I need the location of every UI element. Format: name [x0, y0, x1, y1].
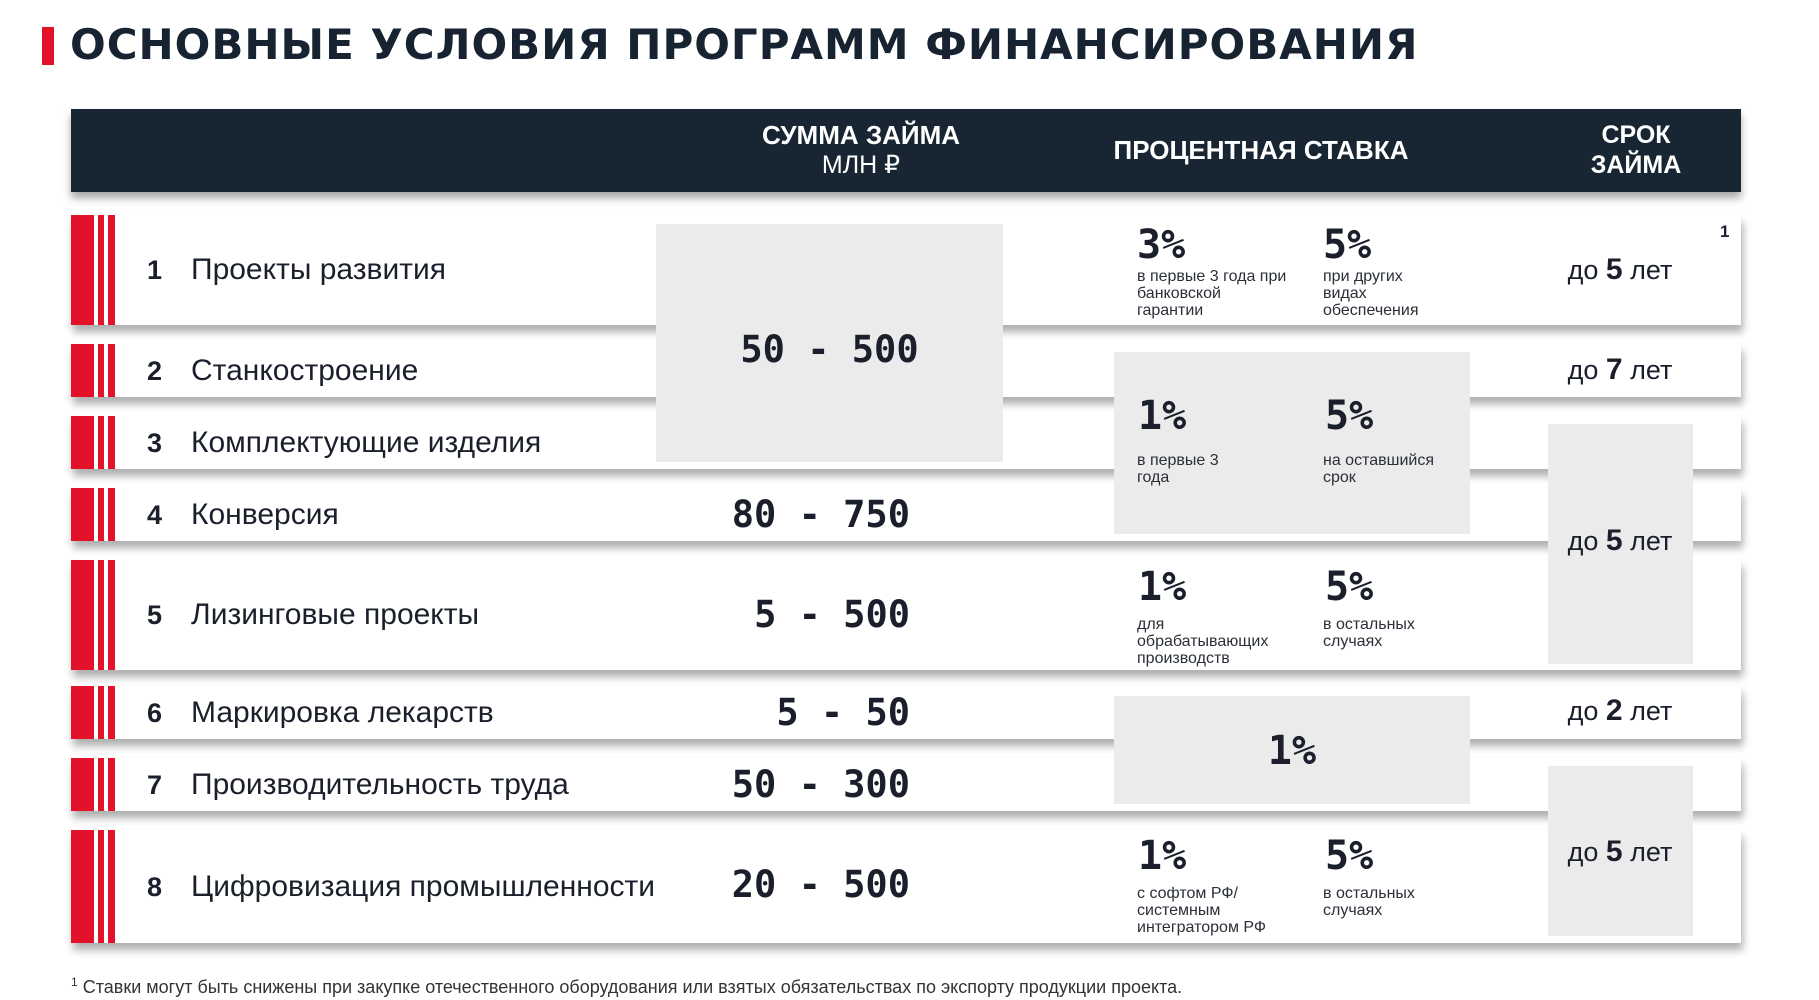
rate-caption: в первые 3 года [1137, 452, 1219, 486]
rate-caption: в первые 3 года при банковской гарантии [1137, 268, 1287, 319]
footnote: 1 Ставки могут быть снижены при закупке … [71, 975, 1182, 998]
rate-caption: на оставшийся срок [1323, 452, 1434, 486]
rate-caption: при других видах обеспечения [1323, 268, 1419, 319]
rate-value: 5% [1323, 222, 1372, 268]
row-stripes [71, 344, 115, 397]
row-stripes [71, 215, 115, 325]
rate-merged-box [1114, 696, 1470, 804]
table-row: 5 Лизинговые проекты [71, 560, 1741, 670]
rate-value: 1% [1138, 833, 1187, 879]
row-number: 4 [147, 500, 163, 530]
row-number: 7 [147, 770, 163, 800]
rate-value: 5% [1325, 393, 1374, 439]
amount-value: 20 - 500 [731, 863, 910, 906]
program-name: Конверсия [191, 498, 339, 531]
table-row: 8 Цифровизация промышленности [71, 830, 1741, 943]
row-stripes [71, 488, 115, 541]
row-number: 6 [147, 698, 163, 728]
header-term: СРОК ЗАЙМА [1551, 120, 1721, 180]
table-header: СУММА ЗАЙМА МЛН ₽ ПРОЦЕНТНАЯ СТАВКА СРОК… [71, 109, 1741, 192]
footnote-marker: 1 [1720, 222, 1730, 241]
rate-value: 3% [1137, 222, 1186, 268]
program-name: Лизинговые проекты [191, 598, 480, 631]
amount-value: 50 - 300 [731, 763, 910, 806]
row-number: 2 [147, 356, 163, 386]
rate-caption: в остальных случаях [1323, 616, 1415, 650]
rate-value: 5% [1325, 833, 1374, 879]
header-amount-title: СУММА ЗАЙМА [761, 120, 961, 150]
rate-merged-box [1114, 352, 1470, 534]
rate-value: 1% [1138, 564, 1187, 610]
term-value: до 5 лет [1567, 524, 1673, 557]
program-name: Проекты развития [191, 253, 446, 286]
rate-value: 1% [1267, 728, 1317, 774]
header-amount-unit: МЛН ₽ [821, 151, 901, 179]
row-number: 1 [147, 255, 163, 285]
row-stripes [71, 758, 115, 811]
row-number: 5 [147, 600, 163, 630]
footnote-sup: 1 [71, 975, 78, 989]
term-value: до 5 лет [1567, 253, 1673, 286]
program-name: Цифровизация промышленности [191, 870, 656, 903]
header-term-line1: СРОК [1601, 121, 1671, 149]
rate-caption: с софтом РФ/ системным интегратором РФ [1137, 885, 1267, 936]
term-value: до 5 лет [1567, 835, 1673, 868]
amount-value: 50 - 500 [740, 328, 919, 371]
title-accent-bar [42, 27, 54, 65]
program-name: Маркировка лекарств [191, 696, 494, 729]
header-amount: СУММА ЗАЙМА МЛН ₽ [711, 120, 1011, 180]
row-stripes [71, 560, 115, 670]
program-name: Комплектующие изделия [191, 426, 542, 459]
row-stripes [71, 830, 115, 943]
amount-value: 5 - 500 [754, 593, 910, 636]
page-title: ОСНОВНЫЕ УСЛОВИЯ ПРОГРАММ ФИНАНСИРОВАНИЯ [70, 20, 1419, 69]
amount-merged-box [656, 224, 1003, 462]
term-merged-box [1548, 424, 1693, 664]
term-merged-box [1548, 766, 1693, 936]
rate-caption: в остальных случаях [1323, 885, 1415, 919]
header-rate: ПРОЦЕНТНАЯ СТАВКА [1113, 135, 1409, 165]
rate-value: 5% [1325, 564, 1374, 610]
footnote-text: Ставки могут быть снижены при закупке от… [82, 977, 1183, 997]
row-number: 3 [147, 428, 163, 458]
amount-value: 5 - 50 [776, 691, 910, 734]
program-name: Станкостроение [191, 354, 419, 387]
row-stripes [71, 416, 115, 469]
rate-value: 1% [1138, 393, 1187, 439]
program-name: Производительность труда [191, 768, 569, 801]
amount-value: 80 - 750 [731, 493, 910, 536]
header-term-line2: ЗАЙМА [1590, 151, 1682, 179]
term-value: до 2 лет [1567, 694, 1673, 727]
term-value: до 7 лет [1567, 353, 1673, 386]
rate-caption: для обрабатывающих производств [1137, 616, 1269, 667]
row-number: 8 [147, 872, 163, 902]
row-stripes [71, 686, 115, 739]
